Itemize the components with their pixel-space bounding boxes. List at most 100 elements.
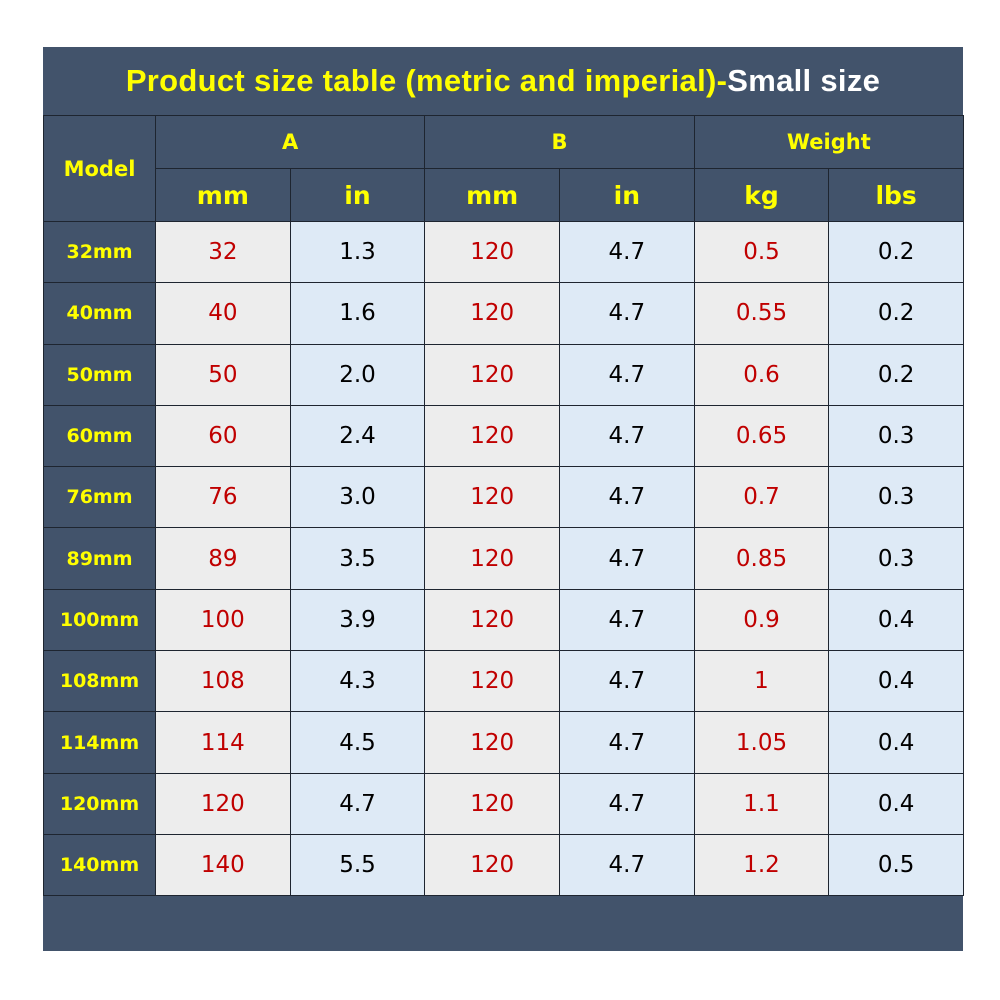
cell-weight-lbs: 0.3 [829,467,964,528]
table-body: 32mm 32 1.3 120 4.7 0.5 0.2 40mm 40 1.6 … [44,222,964,896]
cell-b-mm: 120 [425,344,560,405]
cell-weight-lbs: 0.5 [829,834,964,895]
cell-a-mm: 140 [156,834,291,895]
cell-b-mm: 120 [425,283,560,344]
cell-b-in: 4.7 [559,528,694,589]
title-main: Product size table (metric and imperial)… [126,63,727,98]
cell-b-mm: 120 [425,834,560,895]
cell-b-mm: 120 [425,589,560,650]
cell-model: 108mm [44,651,156,712]
cell-weight-lbs: 0.3 [829,528,964,589]
cell-a-mm: 50 [156,344,291,405]
table-row: 40mm 40 1.6 120 4.7 0.55 0.2 [44,283,964,344]
cell-b-in: 4.7 [559,589,694,650]
header-unit-a-mm: mm [156,169,291,222]
cell-a-in: 2.4 [290,405,425,466]
cell-weight-kg: 0.55 [694,283,829,344]
cell-weight-lbs: 0.2 [829,222,964,283]
table-row: 50mm 50 2.0 120 4.7 0.6 0.2 [44,344,964,405]
cell-a-in: 1.3 [290,222,425,283]
cell-weight-lbs: 0.4 [829,589,964,650]
cell-b-mm: 120 [425,773,560,834]
cell-weight-kg: 0.85 [694,528,829,589]
cell-b-mm: 120 [425,222,560,283]
cell-a-mm: 100 [156,589,291,650]
cell-weight-kg: 1.2 [694,834,829,895]
cell-b-mm: 120 [425,467,560,528]
header-unit-weight-kg: kg [694,169,829,222]
header-unit-b-mm: mm [425,169,560,222]
table-row: 140mm 140 5.5 120 4.7 1.2 0.5 [44,834,964,895]
header-group-b: B [425,116,694,169]
cell-model: 76mm [44,467,156,528]
size-table: Model A B Weight mm in mm in kg lbs 32mm… [43,115,964,896]
header-unit-a-in: in [290,169,425,222]
table-row: 76mm 76 3.0 120 4.7 0.7 0.3 [44,467,964,528]
cell-weight-lbs: 0.4 [829,773,964,834]
table-row: 100mm 100 3.9 120 4.7 0.9 0.4 [44,589,964,650]
cell-a-mm: 108 [156,651,291,712]
header-row-groups: Model A B Weight [44,116,964,169]
page-title: Product size table (metric and imperial)… [43,47,963,115]
cell-a-in: 3.9 [290,589,425,650]
cell-a-in: 4.7 [290,773,425,834]
cell-weight-lbs: 0.4 [829,651,964,712]
header-row-units: mm in mm in kg lbs [44,169,964,222]
cell-weight-kg: 1.05 [694,712,829,773]
table-row: 108mm 108 4.3 120 4.7 1 0.4 [44,651,964,712]
cell-b-in: 4.7 [559,834,694,895]
cell-model: 60mm [44,405,156,466]
cell-model: 114mm [44,712,156,773]
cell-a-mm: 89 [156,528,291,589]
cell-weight-kg: 0.6 [694,344,829,405]
cell-a-mm: 40 [156,283,291,344]
cell-b-in: 4.7 [559,405,694,466]
cell-weight-kg: 0.7 [694,467,829,528]
header-unit-weight-lbs: lbs [829,169,964,222]
cell-model: 140mm [44,834,156,895]
cell-a-in: 2.0 [290,344,425,405]
cell-model: 89mm [44,528,156,589]
table-row: 114mm 114 4.5 120 4.7 1.05 0.4 [44,712,964,773]
title-size: Small size [727,63,880,98]
cell-a-mm: 114 [156,712,291,773]
cell-a-mm: 60 [156,405,291,466]
table-row: 60mm 60 2.4 120 4.7 0.65 0.3 [44,405,964,466]
cell-b-mm: 120 [425,405,560,466]
cell-a-in: 1.6 [290,283,425,344]
header-group-weight: Weight [694,116,963,169]
cell-weight-lbs: 0.2 [829,283,964,344]
cell-model: 120mm [44,773,156,834]
cell-b-in: 4.7 [559,712,694,773]
cell-b-mm: 120 [425,528,560,589]
cell-a-in: 4.5 [290,712,425,773]
cell-a-in: 3.0 [290,467,425,528]
cell-model: 40mm [44,283,156,344]
size-table-panel: Product size table (metric and imperial)… [43,47,963,951]
cell-model: 100mm [44,589,156,650]
cell-weight-kg: 1 [694,651,829,712]
cell-model: 32mm [44,222,156,283]
table-row: 32mm 32 1.3 120 4.7 0.5 0.2 [44,222,964,283]
cell-a-in: 5.5 [290,834,425,895]
cell-b-in: 4.7 [559,651,694,712]
table-row: 120mm 120 4.7 120 4.7 1.1 0.4 [44,773,964,834]
cell-b-in: 4.7 [559,283,694,344]
cell-a-mm: 76 [156,467,291,528]
header-model: Model [44,116,156,222]
header-unit-b-in: in [559,169,694,222]
cell-weight-kg: 0.65 [694,405,829,466]
cell-b-mm: 120 [425,712,560,773]
cell-weight-lbs: 0.4 [829,712,964,773]
cell-model: 50mm [44,344,156,405]
table-header: Model A B Weight mm in mm in kg lbs [44,116,964,222]
cell-a-mm: 32 [156,222,291,283]
cell-weight-lbs: 0.2 [829,344,964,405]
cell-weight-kg: 0.5 [694,222,829,283]
cell-a-mm: 120 [156,773,291,834]
cell-b-in: 4.7 [559,222,694,283]
cell-weight-lbs: 0.3 [829,405,964,466]
cell-weight-kg: 0.9 [694,589,829,650]
header-group-a: A [156,116,425,169]
cell-b-in: 4.7 [559,467,694,528]
